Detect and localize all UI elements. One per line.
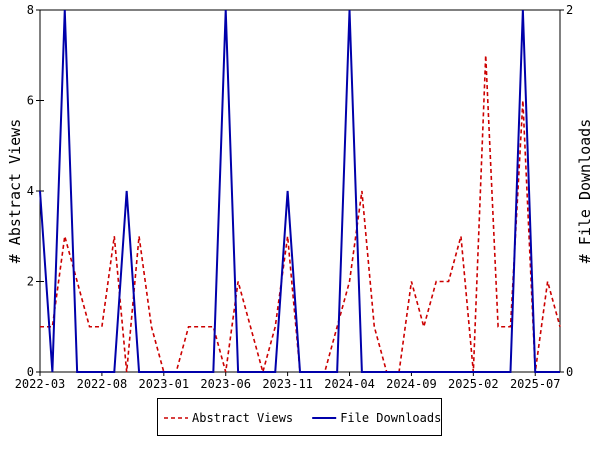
x-tick-label: 2022-08	[77, 377, 128, 391]
chart-legend: Abstract Views File Downloads	[157, 398, 442, 436]
x-tick-label: 2023-11	[262, 377, 313, 391]
legend-label: File Downloads	[340, 411, 441, 425]
y-axis-title: # Abstract Views	[6, 119, 24, 264]
x-tick-label: 2024-09	[386, 377, 437, 391]
y2-tick-label: 2	[566, 3, 573, 17]
y-tick-label: 0	[27, 365, 34, 379]
y-tick-label: 2	[27, 275, 34, 289]
legend-label: Abstract Views	[192, 411, 293, 425]
x-tick-label: 2025-02	[448, 377, 499, 391]
y-tick-label: 4	[27, 184, 34, 198]
y-tick-label: 8	[27, 3, 34, 17]
x-tick-label: 2024-04	[324, 377, 375, 391]
x-tick-label: 2022-03	[15, 377, 66, 391]
y2-axis-title: # File Downloads	[576, 119, 594, 264]
legend-canvas: Abstract Views File Downloads	[164, 411, 441, 425]
x-tick-label: 2023-01	[139, 377, 190, 391]
series-line-file-downloads	[39, 9, 560, 373]
y-tick-label: 6	[27, 94, 34, 108]
x-tick-label: 2025-07	[510, 377, 561, 391]
x-tick-label: 2023-06	[200, 377, 251, 391]
y2-tick-label: 0	[566, 365, 573, 379]
